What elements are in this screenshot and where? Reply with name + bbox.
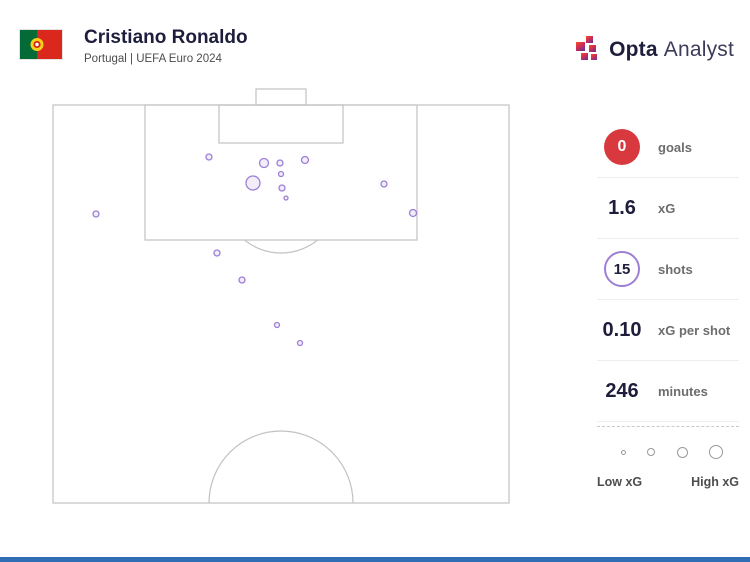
goals-label: goals (658, 139, 692, 155)
xg-value: 1.6 (608, 196, 636, 219)
xg-label: xG (658, 200, 676, 216)
flag-emblem-center (35, 42, 39, 47)
shot-marker (273, 321, 281, 329)
shot-marker (245, 175, 261, 191)
stat-row-xg-per-shot: 0.10 xG per shot (597, 300, 739, 361)
flag-green-band (20, 30, 37, 59)
stat-row-minutes: 246 minutes (597, 361, 739, 422)
bottom-accent-bar (0, 557, 750, 562)
shot-marker (300, 155, 310, 165)
stats-panel: 0 goals 1.6 xG 15 shots 0.10 xG per shot (597, 117, 739, 489)
header-titles: Cristiano Ronaldo Portugal | UEFA Euro 2… (84, 27, 248, 65)
minutes-value-box: 246 (597, 380, 647, 403)
legend-labels: Low xG High xG (597, 475, 739, 489)
brand-name: Opta (609, 37, 658, 61)
shots-value-box: 15 (597, 251, 647, 287)
shots-value: 15 (613, 260, 631, 278)
opta-logo-icon (576, 36, 598, 60)
legend-low-label: Low xG (597, 475, 643, 489)
page-title: Cristiano Ronaldo (84, 27, 248, 48)
center-circle (208, 430, 354, 503)
shot-map-pitch (52, 88, 510, 504)
six-yard-box (218, 104, 344, 144)
legend-circles (597, 443, 739, 461)
penalty-arc (243, 240, 319, 254)
page-subtitle: Portugal | UEFA Euro 2024 (84, 52, 222, 65)
xg-size-legend: Low xG High xG (597, 426, 739, 489)
xg-value-box: 1.6 (597, 197, 647, 220)
goals-value-box: 0 (597, 129, 647, 165)
shots-label: shots (658, 261, 693, 277)
goals-value: 0 (617, 138, 627, 155)
goals-badge: 0 (604, 129, 640, 165)
shot-marker (238, 276, 246, 284)
legend-size-circle (676, 446, 688, 458)
legend-high-label: High xG (691, 475, 739, 489)
shot-marker (277, 170, 285, 178)
shot-marker (296, 339, 304, 347)
shot-marker (92, 210, 100, 218)
shots-badge: 15 (604, 251, 640, 287)
legend-size-circle (647, 448, 656, 456)
shot-marker (258, 157, 270, 169)
minutes-label: minutes (658, 383, 708, 399)
shot-marker (213, 249, 221, 257)
shot-marker (205, 153, 213, 161)
shot-marker (276, 159, 284, 167)
legend-size-circle (708, 445, 723, 459)
goal-frame (255, 88, 307, 106)
shot-marker (283, 195, 289, 201)
stat-row-goals: 0 goals (597, 117, 739, 178)
stat-row-shots: 15 shots (597, 239, 739, 300)
xg-per-shot-label: xG per shot (658, 322, 731, 338)
minutes-value: 246 (605, 379, 639, 402)
shots-layer (92, 153, 418, 347)
brand-suffix: Analyst (663, 37, 734, 61)
shot-marker (380, 180, 388, 188)
portugal-flag-icon (20, 30, 62, 59)
stat-row-xg: 1.6 xG (597, 178, 739, 239)
xg-per-shot-value: 0.10 (602, 318, 642, 341)
shot-marker (278, 184, 286, 192)
opta-analyst-logo: Opta Analyst (575, 36, 734, 63)
shot-marker (408, 208, 418, 218)
legend-size-circle (621, 449, 626, 455)
xg-per-shot-value-box: 0.10 (597, 319, 647, 342)
